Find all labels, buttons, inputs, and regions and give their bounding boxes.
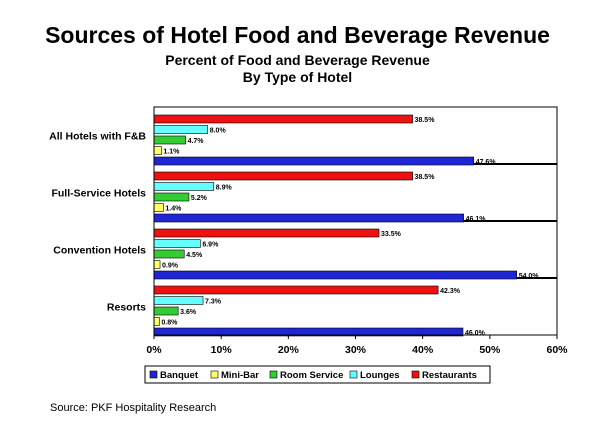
- data-label-banquet-all-hotels-with-f-b: 47.6%: [476, 159, 497, 166]
- legend-swatch-mini-bar: [210, 370, 219, 379]
- category-label-full-service-hotels: Full-Service Hotels: [51, 188, 146, 200]
- bar-restaurants-all-hotels-with-f-b: [153, 114, 413, 124]
- bar-banquet-convention-hotels: [153, 270, 518, 280]
- legend-swatch-room-service: [269, 370, 278, 379]
- x-tick-label: 30%: [345, 344, 367, 356]
- data-label-restaurants-convention-hotels: 33.5%: [381, 231, 402, 238]
- data-label-banquet-resorts: 46.0%: [465, 330, 486, 337]
- bar-mini-bar-convention-hotels: [153, 260, 161, 269]
- legend-label-lounges: Lounges: [360, 370, 400, 381]
- bar-restaurants-resorts: [153, 285, 439, 295]
- bar-mini-bar-all-hotels-with-f-b: [153, 146, 162, 155]
- chart-subtitle-1: Percent of Food and Beverage Revenue: [165, 52, 430, 68]
- category-label-convention-hotels: Convention Hotels: [53, 245, 146, 257]
- bar-mini-bar-resorts: [153, 317, 160, 326]
- legend-label-room-service: Room Service: [280, 370, 343, 381]
- bar-restaurants-convention-hotels: [153, 228, 380, 238]
- legend-label-banquet: Banquet: [160, 370, 199, 381]
- data-label-room-service-all-hotels-with-f-b: 4.7%: [188, 138, 205, 145]
- legend-label-restaurants: Restaurants: [422, 370, 477, 381]
- legend-swatch-lounges: [349, 370, 358, 379]
- legend-swatch-banquet: [149, 370, 158, 379]
- x-tick-label: 40%: [412, 344, 434, 356]
- x-tick-label: 20%: [278, 344, 300, 356]
- bar-lounges-convention-hotels: [153, 239, 201, 248]
- bar-lounges-full-service-hotels: [153, 182, 215, 191]
- data-label-mini-bar-all-hotels-with-f-b: 1.1%: [163, 149, 180, 156]
- data-label-room-service-resorts: 3.6%: [180, 309, 197, 316]
- data-label-banquet-convention-hotels: 54.0%: [519, 273, 540, 280]
- data-label-lounges-full-service-hotels: 8.9%: [216, 185, 233, 192]
- bar-room-service-resorts: [153, 306, 179, 316]
- legend-box: [144, 365, 491, 384]
- legend-swatch-restaurants: [411, 370, 420, 379]
- data-label-banquet-full-service-hotels: 46.1%: [466, 216, 487, 223]
- legend-label-mini-bar: Mini-Bar: [221, 370, 259, 381]
- data-label-mini-bar-resorts: 0.8%: [161, 320, 178, 327]
- category-label-all-hotels-with-f-b: All Hotels with F&B: [49, 131, 146, 143]
- bar-lounges-resorts: [153, 296, 204, 305]
- bar-lounges-all-hotels-with-f-b: [153, 125, 209, 134]
- source-note: Source: PKF Hospitality Research: [50, 402, 217, 414]
- x-tick-label: 10%: [211, 344, 233, 356]
- data-label-lounges-all-hotels-with-f-b: 8.0%: [210, 128, 227, 135]
- data-label-restaurants-full-service-hotels: 38.5%: [415, 174, 436, 181]
- data-label-lounges-convention-hotels: 6.9%: [202, 242, 219, 249]
- x-tick-label: 50%: [479, 344, 501, 356]
- x-tick-label: 60%: [546, 344, 568, 356]
- data-label-room-service-full-service-hotels: 5.2%: [191, 195, 208, 202]
- bar-room-service-all-hotels-with-f-b: [153, 135, 186, 145]
- bar-banquet-all-hotels-with-f-b: [153, 156, 475, 166]
- chart-title: Sources of Hotel Food and Beverage Reven…: [45, 22, 550, 48]
- bar-restaurants-full-service-hotels: [153, 171, 413, 181]
- bar-banquet-full-service-hotels: [153, 213, 464, 223]
- data-label-mini-bar-full-service-hotels: 1.4%: [165, 206, 182, 213]
- chart-subtitle-2: By Type of Hotel: [242, 69, 353, 85]
- bar-room-service-convention-hotels: [153, 249, 185, 259]
- x-tick-label: 0%: [146, 344, 162, 356]
- data-label-restaurants-all-hotels-with-f-b: 38.5%: [415, 117, 436, 124]
- data-label-room-service-convention-hotels: 4.5%: [186, 252, 203, 259]
- data-label-mini-bar-convention-hotels: 0.9%: [162, 263, 179, 270]
- data-label-lounges-resorts: 7.3%: [205, 299, 222, 306]
- category-label-resorts: Resorts: [107, 302, 146, 314]
- bar-room-service-full-service-hotels: [153, 192, 190, 202]
- data-label-restaurants-resorts: 42.3%: [440, 288, 461, 295]
- bar-mini-bar-full-service-hotels: [153, 203, 164, 212]
